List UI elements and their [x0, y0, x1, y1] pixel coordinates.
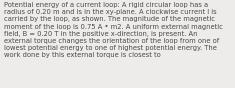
Text: Potential energy of a current loop: A rigid circular loop has a
radius of 0.20 m: Potential energy of a current loop: A ri… [4, 2, 223, 58]
